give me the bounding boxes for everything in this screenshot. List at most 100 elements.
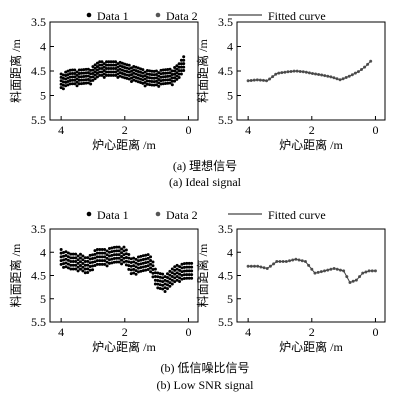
data1-point <box>168 78 172 82</box>
y-tick-label: 5 <box>40 292 46 306</box>
y-tick-label: 5 <box>40 89 46 103</box>
data1-point <box>105 264 109 268</box>
data1-point <box>122 260 126 264</box>
data1-point <box>86 263 90 267</box>
data1-point <box>143 77 147 81</box>
data1-point <box>105 67 109 71</box>
data1-point <box>98 255 102 259</box>
y-axis-label: 料面距离 /m <box>8 243 23 307</box>
data1-point <box>112 260 116 264</box>
data1-point <box>168 273 172 277</box>
data1-point <box>73 78 77 82</box>
data1-point <box>141 71 145 75</box>
panel-b-left: 3.5 4 4.5 5 5.5 4 2 0 炉心距离 /m 料面距离 /m <box>8 222 199 354</box>
data1-point <box>91 253 95 257</box>
data1-point <box>71 267 75 271</box>
data1-point <box>74 252 78 256</box>
data1-point <box>61 76 65 80</box>
data1-point <box>143 84 147 88</box>
legend-data1-marker <box>86 12 92 18</box>
data1-point <box>144 268 148 272</box>
data1-point <box>69 263 73 267</box>
data1-point <box>154 69 158 73</box>
data1-point <box>62 254 66 258</box>
y-tick-label: 3.5 <box>218 222 233 236</box>
data1-point <box>161 280 165 284</box>
data1-point <box>91 68 95 72</box>
data1-point <box>98 259 102 263</box>
data1-point <box>66 255 70 259</box>
data1-point <box>88 257 92 261</box>
data1-point <box>80 82 84 86</box>
data1-point <box>139 258 143 262</box>
data1-point <box>59 86 63 90</box>
y-axis-label: 料面距离 /m <box>195 39 210 103</box>
y-tick-label: 5.5 <box>218 113 233 127</box>
data1-point <box>118 74 122 78</box>
data1-point <box>78 263 82 267</box>
data1-point <box>144 253 148 257</box>
data1-point <box>66 258 70 262</box>
data1-point <box>173 76 177 80</box>
y-tick-label: 4.5 <box>218 64 233 78</box>
data1-point <box>91 264 95 268</box>
data1-point <box>168 81 172 85</box>
data1-point <box>122 249 126 253</box>
data1-point <box>132 75 136 79</box>
data1-point <box>83 263 87 267</box>
data1-point <box>132 260 136 264</box>
data1-point <box>83 267 87 271</box>
data1-point <box>74 263 78 267</box>
data1-point <box>173 276 177 280</box>
data1-point <box>170 278 174 282</box>
data1-point <box>75 77 79 81</box>
data1-point <box>166 68 170 72</box>
data1-point <box>81 254 85 258</box>
data1-point <box>156 271 160 275</box>
data1-point <box>100 70 104 74</box>
data1-point <box>111 63 115 67</box>
data1-point <box>100 63 104 67</box>
data1-point <box>120 75 124 79</box>
data1-point <box>76 269 80 273</box>
data1-point <box>89 82 93 86</box>
data1-point <box>88 264 92 268</box>
data1-point <box>136 69 140 73</box>
data1-point <box>91 268 95 272</box>
data1-point <box>159 75 163 79</box>
data1-point <box>132 68 136 72</box>
data1-point <box>116 75 120 79</box>
data1-point <box>114 70 118 74</box>
data1-point <box>116 62 120 66</box>
data1-point <box>154 79 158 83</box>
data1-point <box>175 263 179 267</box>
x-tick-label: 4 <box>245 325 251 339</box>
data1-point <box>136 66 140 70</box>
data1-point <box>157 81 161 85</box>
data1-point <box>112 249 116 253</box>
data1-point <box>164 71 168 75</box>
data1-point <box>175 275 179 279</box>
data1-point <box>103 247 107 251</box>
data1-point <box>165 283 169 287</box>
data1-point <box>156 278 160 282</box>
data1-point <box>141 78 145 82</box>
data1-point <box>170 271 174 275</box>
data1-point <box>153 267 157 271</box>
data1-point <box>82 81 86 85</box>
data1-point <box>173 280 177 284</box>
data1-point <box>107 258 111 262</box>
data1-point <box>100 255 104 259</box>
x-tick-label: 4 <box>58 325 64 339</box>
data1-point <box>109 73 113 77</box>
data1-point <box>159 68 163 72</box>
data1-point <box>82 71 86 75</box>
data1-point <box>64 74 68 78</box>
data1-point <box>103 255 107 259</box>
data1-point <box>93 70 97 74</box>
data1-point <box>178 280 182 284</box>
data1-point <box>78 252 82 256</box>
data1-point <box>84 71 88 75</box>
data1-point <box>123 62 127 66</box>
legend-fitted-label: Fitted curve <box>268 9 326 23</box>
